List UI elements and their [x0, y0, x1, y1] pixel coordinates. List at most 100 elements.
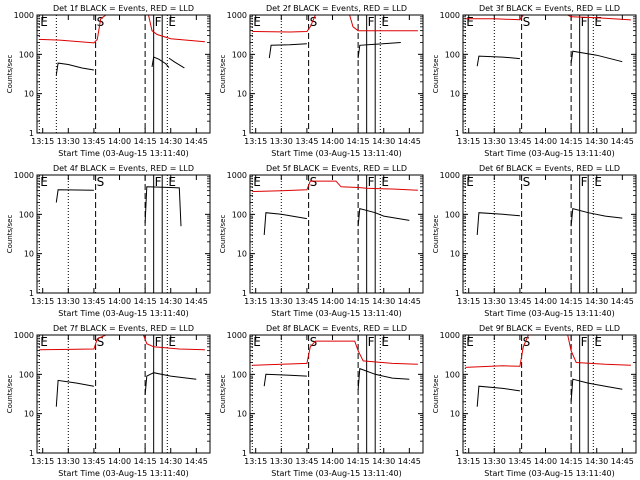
- y-tick-label: 100: [19, 370, 34, 379]
- x-tick-label: 14:30: [585, 137, 608, 146]
- x-tick-label: 13:30: [270, 297, 293, 306]
- x-tick-label: 14:15: [347, 137, 370, 146]
- x-tick-label: 13:15: [244, 137, 267, 146]
- y-tick-label: 10: [237, 410, 247, 419]
- plot-area: [39, 335, 205, 407]
- y-tick-label: 1: [242, 449, 247, 458]
- y-tick-label: 1000: [440, 171, 460, 180]
- event-marker-label: S: [97, 175, 105, 189]
- panel-title: Det 2f BLACK = Events, RED = LLD: [266, 4, 407, 13]
- y-tick-label: 10: [237, 250, 247, 259]
- x-tick-label: 13:30: [270, 457, 293, 466]
- x-tick-label: 13:45: [82, 457, 105, 466]
- x-tick-label: 14:45: [185, 297, 208, 306]
- x-tick-label: 14:00: [534, 457, 557, 466]
- detector-panel: Det 1f BLACK = Events, RED = LLD Counts/s…: [6, 4, 211, 158]
- x-tick-label: 14:45: [611, 457, 634, 466]
- plot-frame: [36, 174, 211, 294]
- x-tick-label: 13:45: [295, 137, 318, 146]
- detector-panel: Det 8f BLACK = Events, RED = LLD Counts/s…: [219, 324, 424, 478]
- x-tick-label: 14:15: [560, 297, 583, 306]
- y-tick-label: 100: [232, 210, 247, 219]
- y-tick-label: 100: [19, 50, 34, 59]
- event-marker-label: E: [594, 335, 602, 349]
- x-tick-label: 14:45: [398, 137, 421, 146]
- x-tick-label: 14:45: [611, 297, 634, 306]
- event-marker-label: F: [581, 335, 588, 349]
- x-tick-label: 14:45: [185, 457, 208, 466]
- plot-area: [39, 175, 205, 227]
- detector-panel: Det 7f BLACK = Events, RED = LLD Counts/s…: [6, 324, 211, 478]
- y-tick-label: 1000: [14, 331, 34, 340]
- events-series-line: [263, 373, 307, 387]
- x-axis-label: Start Time (03-Aug-15 13:11:40): [484, 469, 615, 478]
- lld-series-line: [252, 15, 418, 33]
- y-tick-label: 100: [445, 370, 460, 379]
- event-marker-label: S: [310, 15, 318, 29]
- event-marker-label: E: [168, 175, 176, 189]
- x-axis-label: Start Time (03-Aug-15 13:11:40): [271, 149, 402, 158]
- x-tick-label: 14:15: [560, 457, 583, 466]
- event-marker-label: F: [155, 175, 162, 189]
- x-tick-label: 13:30: [483, 137, 506, 146]
- x-tick-label: 14:00: [108, 457, 131, 466]
- events-series-line: [55, 379, 94, 407]
- event-marker-label: F: [155, 15, 162, 29]
- x-tick-label: 13:45: [508, 137, 531, 146]
- lld-series-line: [39, 335, 205, 351]
- x-tick-label: 14:45: [398, 297, 421, 306]
- detector-panel: Det 4f BLACK = Events, RED = LLD Counts/s…: [6, 164, 211, 318]
- x-tick-label: 14:30: [159, 297, 182, 306]
- plot-frame: [462, 174, 637, 294]
- y-tick-label: 1000: [14, 11, 34, 20]
- event-marker-label: E: [466, 15, 474, 29]
- events-series-line: [476, 385, 520, 407]
- panel-title: Det 1f BLACK = Events, RED = LLD: [53, 4, 194, 13]
- x-tick-label: 13:15: [31, 297, 54, 306]
- x-tick-label: 14:30: [372, 137, 395, 146]
- plot-frame: [462, 14, 637, 134]
- plot-frame: [249, 174, 424, 294]
- event-marker-label: S: [523, 335, 531, 349]
- event-marker-label: E: [168, 335, 176, 349]
- x-tick-label: 13:30: [57, 297, 80, 306]
- y-tick-label: 100: [19, 210, 34, 219]
- x-tick-label: 14:15: [347, 457, 370, 466]
- x-tick-label: 14:15: [134, 297, 157, 306]
- y-axis-label: Counts/sec: [432, 55, 440, 94]
- events-series-line: [55, 62, 94, 75]
- x-tick-label: 13:15: [31, 457, 54, 466]
- detector-panel: Det 2f BLACK = Events, RED = LLD Counts/s…: [219, 4, 424, 158]
- events-series-line: [144, 372, 197, 395]
- y-tick-label: 100: [232, 50, 247, 59]
- events-series-line: [151, 56, 170, 68]
- x-tick-label: 14:00: [534, 137, 557, 146]
- y-axis-label: Counts/sec: [6, 55, 14, 94]
- x-tick-label: 13:15: [457, 457, 480, 466]
- event-marker-label: S: [310, 175, 318, 189]
- event-marker-label: S: [310, 335, 318, 349]
- x-tick-label: 13:15: [31, 137, 54, 146]
- event-marker-label: E: [253, 335, 261, 349]
- x-tick-label: 14:30: [585, 297, 608, 306]
- x-tick-label: 14:00: [108, 297, 131, 306]
- y-tick-label: 1: [455, 129, 460, 138]
- x-tick-label: 13:15: [457, 137, 480, 146]
- x-tick-label: 14:30: [159, 457, 182, 466]
- x-tick-label: 13:45: [295, 457, 318, 466]
- event-marker-label: E: [168, 15, 176, 29]
- y-tick-label: 1000: [227, 331, 247, 340]
- lld-series-line: [252, 340, 418, 366]
- y-axis-label: Counts/sec: [219, 375, 227, 414]
- y-tick-label: 1: [242, 129, 247, 138]
- panel-title: Det 9f BLACK = Events, RED = LLD: [479, 324, 620, 333]
- events-series-line: [476, 55, 520, 67]
- x-tick-label: 14:00: [534, 297, 557, 306]
- x-tick-label: 14:30: [159, 137, 182, 146]
- y-tick-label: 1: [242, 289, 247, 298]
- x-tick-label: 14:00: [321, 457, 344, 466]
- y-tick-label: 1: [455, 289, 460, 298]
- x-tick-label: 14:30: [372, 297, 395, 306]
- x-tick-label: 13:15: [457, 297, 480, 306]
